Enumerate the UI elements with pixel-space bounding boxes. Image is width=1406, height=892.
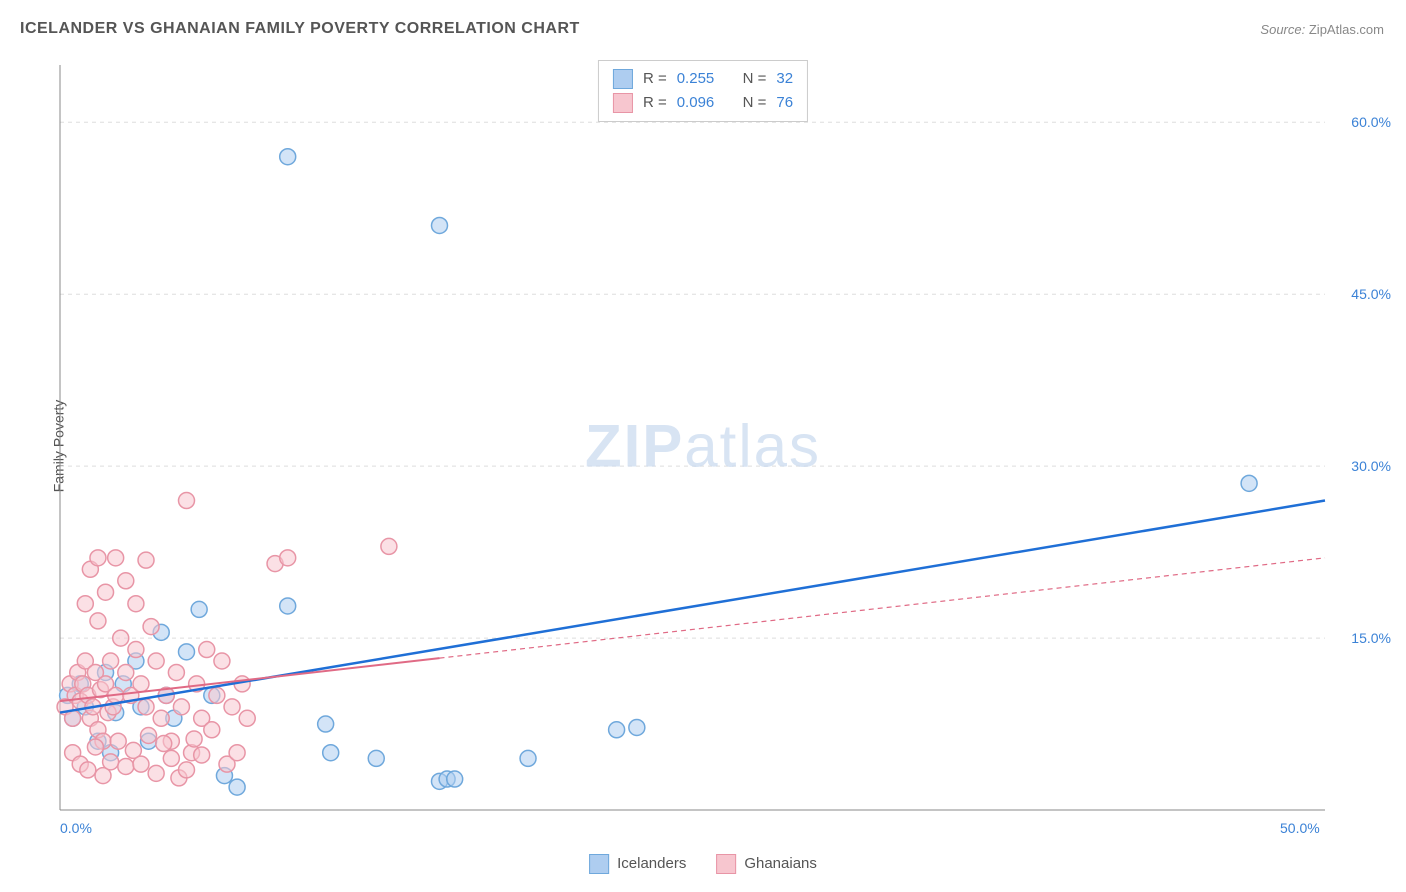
scatter-plot bbox=[55, 55, 1385, 845]
y-tick-label: 15.0% bbox=[1351, 630, 1391, 646]
series-legend-item: Ghanaians bbox=[716, 854, 817, 874]
y-tick-label: 60.0% bbox=[1351, 114, 1391, 130]
series-legend-label: Icelanders bbox=[617, 855, 686, 872]
legend-stat-key: N = bbox=[743, 91, 767, 115]
legend-stat-key: R = bbox=[643, 67, 667, 91]
x-tick-label: 50.0% bbox=[1280, 820, 1320, 836]
source-value: ZipAtlas.com bbox=[1309, 22, 1384, 37]
legend-swatch bbox=[613, 93, 633, 113]
correlation-legend: R = 0.255 N = 32 R = 0.096 N = 76 bbox=[598, 60, 808, 122]
source-label: Source: bbox=[1260, 22, 1305, 37]
x-tick-label: 0.0% bbox=[60, 820, 92, 836]
correlation-legend-row: R = 0.096 N = 76 bbox=[613, 91, 793, 115]
series-legend: Icelanders Ghanaians bbox=[589, 854, 817, 874]
legend-swatch bbox=[716, 854, 736, 874]
legend-stat-value: 32 bbox=[776, 67, 793, 91]
legend-stat-value: 0.096 bbox=[677, 91, 715, 115]
correlation-legend-row: R = 0.255 N = 32 bbox=[613, 67, 793, 91]
source-credit: Source: ZipAtlas.com bbox=[1260, 22, 1384, 37]
legend-stat-key: R = bbox=[643, 91, 667, 115]
y-tick-label: 45.0% bbox=[1351, 286, 1391, 302]
legend-stat-key: N = bbox=[743, 67, 767, 91]
legend-swatch bbox=[613, 69, 633, 89]
legend-swatch bbox=[589, 854, 609, 874]
y-tick-label: 30.0% bbox=[1351, 458, 1391, 474]
series-legend-item: Icelanders bbox=[589, 854, 686, 874]
chart-title: ICELANDER VS GHANAIAN FAMILY POVERTY COR… bbox=[20, 20, 580, 38]
legend-stat-value: 0.255 bbox=[677, 67, 715, 91]
series-legend-label: Ghanaians bbox=[744, 855, 817, 872]
legend-stat-value: 76 bbox=[776, 91, 793, 115]
